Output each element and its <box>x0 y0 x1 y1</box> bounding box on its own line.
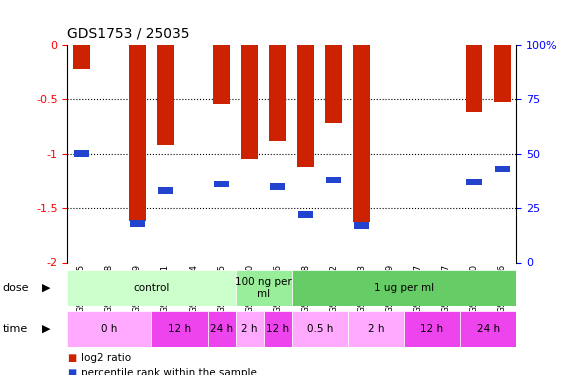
Bar <box>298 211 313 218</box>
Bar <box>355 222 370 229</box>
Bar <box>292 311 348 347</box>
Text: ▶: ▶ <box>42 283 50 293</box>
Bar <box>353 45 370 222</box>
Text: 2 h: 2 h <box>241 324 258 334</box>
Bar <box>158 188 173 194</box>
Bar <box>269 45 286 141</box>
Text: dose: dose <box>3 283 29 293</box>
Text: 12 h: 12 h <box>168 324 191 334</box>
Text: 24 h: 24 h <box>210 324 233 334</box>
Bar <box>130 220 145 226</box>
Bar <box>67 270 236 306</box>
Text: percentile rank within the sample: percentile rank within the sample <box>81 368 257 375</box>
Bar <box>236 311 264 347</box>
Text: 12 h: 12 h <box>266 324 289 334</box>
Bar <box>73 45 90 69</box>
Text: log2 ratio: log2 ratio <box>81 353 131 363</box>
Text: ■: ■ <box>67 368 76 375</box>
Bar <box>129 45 146 221</box>
Text: 24 h: 24 h <box>476 324 500 334</box>
Bar <box>208 311 236 347</box>
Bar <box>270 183 285 190</box>
Text: 12 h: 12 h <box>420 324 444 334</box>
Bar <box>292 270 516 306</box>
Bar <box>213 45 230 104</box>
Bar <box>264 311 292 347</box>
Bar <box>495 166 510 172</box>
Bar <box>326 177 341 183</box>
Bar <box>74 150 89 157</box>
Bar <box>460 311 516 347</box>
Bar <box>241 45 258 159</box>
Bar <box>297 45 314 167</box>
Text: 100 ng per
ml: 100 ng per ml <box>235 277 292 298</box>
Text: time: time <box>3 324 28 334</box>
Bar <box>151 311 208 347</box>
Bar <box>466 179 481 185</box>
Bar <box>214 181 229 188</box>
Text: 0 h: 0 h <box>101 324 118 334</box>
Bar <box>348 311 404 347</box>
Text: ▶: ▶ <box>42 324 50 334</box>
Bar <box>67 311 151 347</box>
Bar <box>466 45 482 112</box>
Text: ■: ■ <box>67 353 76 363</box>
Bar <box>325 45 342 123</box>
Text: 1 ug per ml: 1 ug per ml <box>374 283 434 293</box>
Text: GDS1753 / 25035: GDS1753 / 25035 <box>67 26 190 40</box>
Text: 2 h: 2 h <box>367 324 384 334</box>
Bar <box>157 45 174 145</box>
Bar <box>236 270 292 306</box>
Text: control: control <box>134 283 169 293</box>
Bar <box>494 45 511 102</box>
Bar <box>404 311 460 347</box>
Text: 0.5 h: 0.5 h <box>306 324 333 334</box>
